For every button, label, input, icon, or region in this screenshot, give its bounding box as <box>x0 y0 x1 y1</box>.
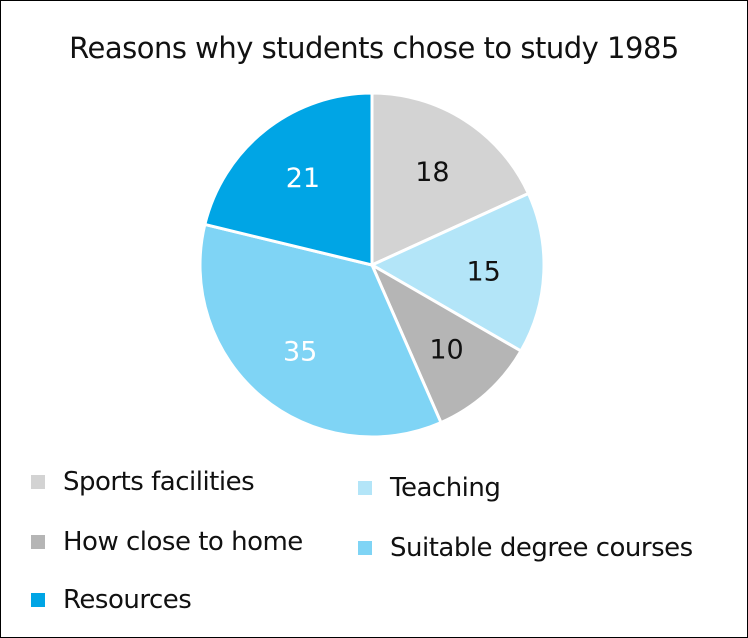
legend-item-suitable-degree-courses: Suitable degree courses <box>358 533 693 563</box>
legend-swatch <box>31 593 45 607</box>
pie-slice-teaching <box>368 191 546 354</box>
chart-title: Reasons why students chose to study 1985 <box>69 31 679 65</box>
legend-swatch <box>358 541 372 555</box>
legend-item-how-close-to-home: How close to home <box>31 527 303 557</box>
legend-item-resources: Resources <box>31 585 192 615</box>
legend-item-sports-facilities: Sports facilities <box>31 467 255 497</box>
pie-slice-how-close-to-home <box>368 261 524 425</box>
legend-item-teaching: Teaching <box>358 473 501 503</box>
legend-swatch <box>358 481 372 495</box>
data-label: 21 <box>286 163 320 194</box>
data-label: 35 <box>283 337 317 368</box>
pie-slice-suitable-degree-courses <box>198 222 443 439</box>
legend-label: Sports facilities <box>63 467 255 497</box>
data-label: 10 <box>429 334 463 365</box>
pie-slice-resources <box>203 91 374 267</box>
legend-label: Resources <box>63 585 192 615</box>
data-label: 18 <box>415 157 449 188</box>
legend-label: Teaching <box>390 473 501 503</box>
data-label: 15 <box>466 256 500 287</box>
legend-label: Suitable degree courses <box>390 533 693 563</box>
legend-swatch <box>31 535 45 549</box>
legend-swatch <box>31 475 45 489</box>
legend-label: How close to home <box>63 527 303 557</box>
pie-slice-sports-facilities <box>370 91 531 268</box>
